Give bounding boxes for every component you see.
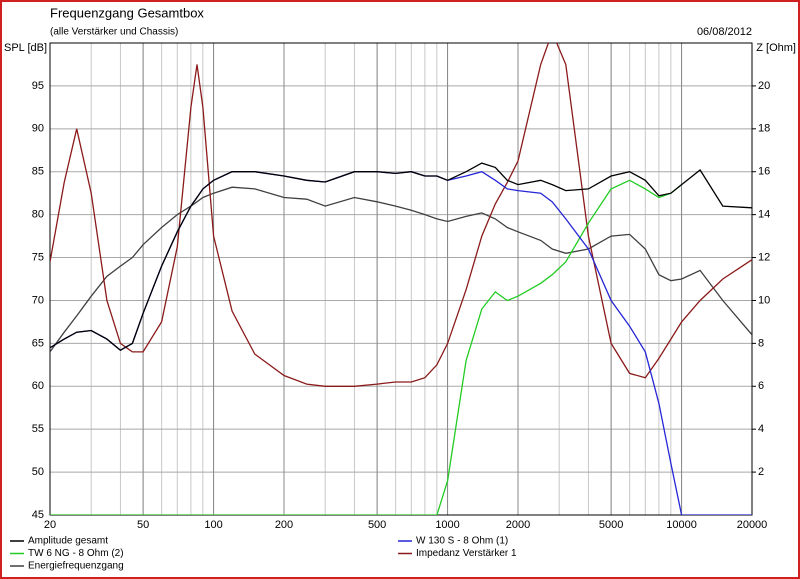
x-tick-label: 20 bbox=[44, 519, 56, 531]
y-tick-label: 50 bbox=[32, 466, 44, 478]
y-tick-label: 85 bbox=[32, 166, 44, 178]
x-tick-label: 10000 bbox=[666, 519, 697, 531]
legend-label: Impedanz Verstärker 1 bbox=[416, 548, 517, 559]
series-line bbox=[50, 179, 683, 515]
y2-tick-label: 2 bbox=[758, 466, 764, 478]
x-tick-label: 1000 bbox=[435, 519, 459, 531]
y2-tick-label: 12 bbox=[758, 251, 770, 263]
legend-label: Energiefrequenzgang bbox=[28, 561, 124, 572]
x-tick-label: 2000 bbox=[506, 519, 530, 531]
y2-tick-label: 16 bbox=[758, 166, 770, 178]
y2-tick-label: 6 bbox=[758, 380, 764, 392]
y-tick-label: 70 bbox=[32, 294, 44, 306]
series-line bbox=[50, 43, 752, 387]
y2-tick-label: 20 bbox=[758, 80, 770, 92]
y-tick-label: 45 bbox=[32, 509, 44, 521]
y-tick-label: 80 bbox=[32, 209, 44, 221]
y-axis-label: SPL [dB] bbox=[4, 42, 47, 54]
y-tick-label: 95 bbox=[32, 80, 44, 92]
x-tick-label: 20000 bbox=[737, 519, 768, 531]
series-line bbox=[50, 186, 752, 353]
x-tick-label: 100 bbox=[204, 519, 222, 531]
y2-axis-label: Z [Ohm] bbox=[756, 42, 796, 54]
x-tick-label: 200 bbox=[275, 519, 293, 531]
chart-title: Frequenzgang Gesamtbox bbox=[50, 5, 204, 20]
y2-tick-label: 4 bbox=[758, 423, 764, 435]
y-tick-label: 55 bbox=[32, 423, 44, 435]
chart-subtitle: (alle Verstärker und Chassis) bbox=[50, 27, 178, 38]
x-tick-label: 50 bbox=[137, 519, 149, 531]
y-tick-label: 65 bbox=[32, 337, 44, 349]
legend-label: Amplitude gesamt bbox=[28, 536, 108, 547]
y-tick-label: 90 bbox=[32, 123, 44, 135]
y2-tick-label: 10 bbox=[758, 294, 770, 306]
x-tick-label: 500 bbox=[368, 519, 386, 531]
y2-tick-label: 14 bbox=[758, 209, 770, 221]
y2-tick-label: 18 bbox=[758, 123, 770, 135]
y-tick-label: 75 bbox=[32, 251, 44, 263]
x-tick-label: 5000 bbox=[599, 519, 623, 531]
plot-area bbox=[50, 43, 752, 515]
legend-label: W 130 S - 8 Ohm (1) bbox=[416, 536, 508, 547]
series-line bbox=[50, 162, 752, 351]
date: 06/08/2012 bbox=[697, 26, 752, 38]
y2-tick-label: 8 bbox=[758, 337, 764, 349]
legend-label: TW 6 NG - 8 Ohm (2) bbox=[28, 548, 124, 559]
y-tick-label: 60 bbox=[32, 380, 44, 392]
